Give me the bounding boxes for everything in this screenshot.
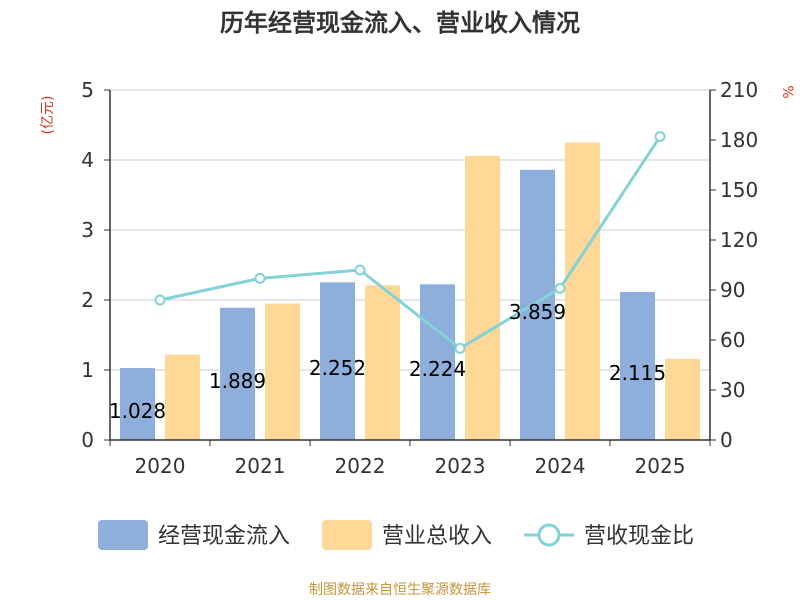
axes: 0 1 2 3 4 5 0 30 60 90 120 150 180 210 2020 2021 2022 202… [81, 78, 758, 478]
x-tick-label: 2023 [435, 454, 486, 478]
bar-cash-inflow [420, 284, 455, 440]
ratio-line [154, 131, 666, 354]
data-label-cash-inflow: 1.889 [209, 369, 266, 393]
source-note: 制图数据来自恒生聚源数据库 [309, 582, 491, 598]
right-axis-unit: % [779, 85, 795, 98]
right-tick-label: 60 [720, 328, 745, 352]
left-tick-label: 1 [81, 358, 94, 382]
legend-label-cash-inflow: 经营现金流入 [158, 524, 290, 549]
bar-cash-inflow [520, 169, 555, 440]
x-tick-label: 2022 [335, 454, 386, 478]
bar-cash-inflow [620, 291, 655, 440]
left-tick-label: 0 [81, 428, 94, 452]
chart-title: 历年经营现金流入、营业收入情况 [220, 9, 580, 37]
x-tick-label: 2020 [135, 454, 186, 478]
legend-label-revenue: 营业总收入 [382, 524, 492, 549]
x-tick-label: 2021 [235, 454, 286, 478]
legend-swatch-cash-inflow [98, 520, 148, 550]
right-tick-label: 210 [720, 78, 758, 102]
ratio-point [554, 282, 566, 294]
bar-revenue [165, 354, 200, 440]
ratio-point [454, 342, 466, 354]
data-label-cash-inflow: 2.224 [409, 357, 466, 381]
bar-cash-inflow [220, 307, 255, 440]
left-tick-label: 2 [81, 288, 94, 312]
right-tick-label: 150 [720, 178, 758, 202]
ratio-point [254, 272, 266, 284]
right-tick-label: 180 [720, 128, 758, 152]
left-tick-label: 5 [81, 78, 94, 102]
legend-marker-ratio [537, 523, 561, 547]
data-label-cash-inflow: 2.252 [309, 356, 366, 380]
ratio-point [154, 294, 166, 306]
right-tick-label: 0 [720, 428, 733, 452]
bar-revenue [365, 285, 400, 440]
gridlines [110, 89, 710, 371]
left-tick-label: 4 [81, 148, 94, 172]
legend-swatch-revenue [322, 520, 372, 550]
data-label-cash-inflow: 1.028 [109, 399, 166, 423]
bar-cash-inflow [320, 282, 355, 440]
x-tick-label: 2025 [635, 454, 686, 478]
right-tick-label: 120 [720, 228, 758, 252]
ratio-polyline [159, 135, 662, 351]
legend: 经营现金流入 营业总收入 营收现金比 [98, 520, 694, 550]
bar-revenue [565, 142, 600, 440]
legend-label-ratio: 营收现金比 [584, 524, 694, 549]
data-label-cash-inflow: 2.115 [609, 361, 666, 385]
left-axis-unit: (亿元) [40, 96, 56, 135]
bars [120, 142, 700, 441]
right-tick-label: 30 [720, 378, 745, 402]
x-tick-label: 2024 [535, 454, 586, 478]
data-label-cash-inflow: 3.859 [509, 300, 566, 324]
ratio-point [654, 131, 666, 143]
bar-revenue [265, 303, 300, 440]
bar-revenue [665, 358, 700, 440]
ratio-point [354, 264, 366, 276]
data-labels: 1.028 1.889 2.252 2.224 3.859 2.115 [109, 300, 666, 423]
bar-cash-inflow [120, 368, 155, 440]
right-tick-label: 90 [720, 278, 745, 302]
bar-revenue [465, 155, 500, 441]
left-tick-label: 3 [81, 218, 94, 242]
